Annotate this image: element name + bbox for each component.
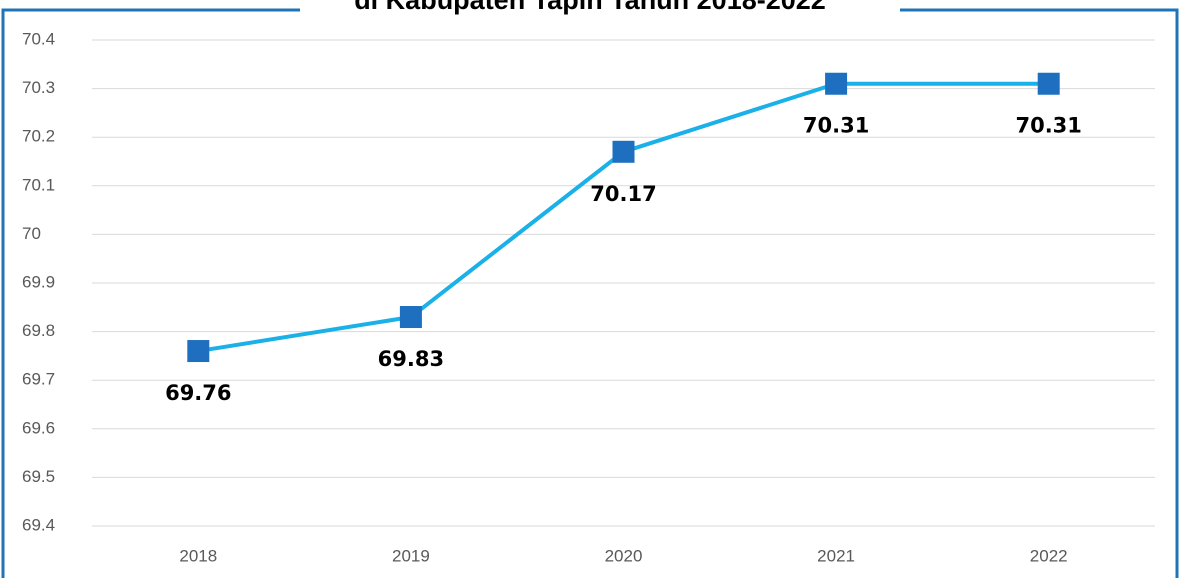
marker [399, 306, 422, 329]
title-background [300, 0, 900, 12]
marker [1037, 72, 1060, 95]
y-tick-label: 69.4 [22, 515, 55, 534]
y-tick-label: 69.9 [22, 272, 55, 291]
data-label: 69.83 [378, 347, 444, 371]
y-tick-label: 70.3 [22, 78, 55, 97]
y-tick-label: 69.8 [22, 321, 55, 340]
data-label: 70.31 [803, 114, 869, 138]
y-tick-label: 69.6 [22, 418, 55, 437]
marker [612, 140, 635, 163]
chart-title: di Kabupaten Tapin Tahun 2018-2022 [354, 0, 826, 15]
y-tick-label: 70.4 [22, 29, 55, 48]
marker [187, 340, 210, 363]
data-label: 69.76 [165, 381, 231, 405]
x-tick-label: 2019 [392, 546, 430, 565]
chart-frame [1, 8, 1179, 578]
x-tick-label: 2020 [605, 546, 643, 565]
y-tick-label: 70.1 [22, 175, 55, 194]
y-tick-label: 70.2 [22, 127, 55, 146]
x-tick-label: 2018 [179, 546, 217, 565]
x-tick-label: 2021 [817, 546, 855, 565]
y-tick-label: 69.7 [22, 370, 55, 389]
data-label: 70.31 [1015, 114, 1081, 138]
data-label: 70.17 [590, 182, 656, 206]
y-tick-label: 70 [22, 224, 41, 243]
x-tick-label: 2022 [1030, 546, 1068, 565]
marker [825, 72, 848, 95]
y-tick-label: 69.5 [22, 467, 55, 486]
